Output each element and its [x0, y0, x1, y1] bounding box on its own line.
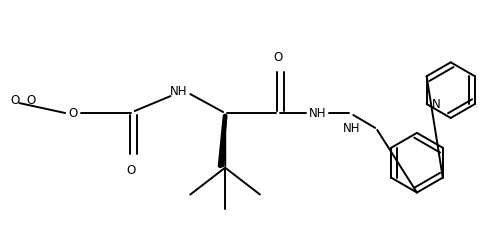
Text: O: O — [68, 106, 78, 119]
Text: NH: NH — [342, 122, 360, 135]
Text: O: O — [126, 164, 135, 177]
Text: N: N — [431, 98, 440, 111]
Text: O: O — [273, 51, 282, 64]
Text: O: O — [10, 94, 20, 107]
Text: NH: NH — [309, 106, 326, 119]
Text: O: O — [27, 94, 36, 107]
Text: NH: NH — [170, 85, 187, 98]
